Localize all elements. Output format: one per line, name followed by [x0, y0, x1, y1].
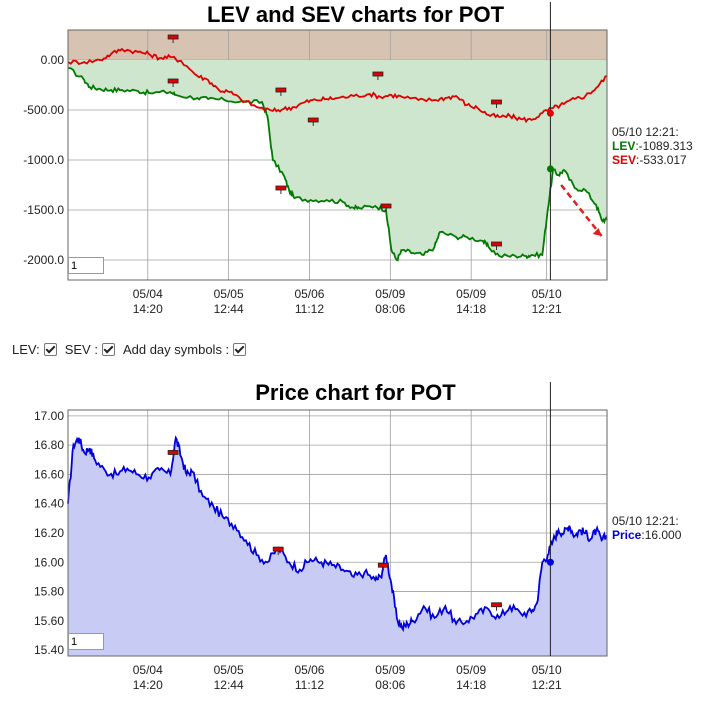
x-tick-time: 12:21 — [532, 302, 562, 316]
day-marker — [491, 241, 502, 247]
cursor-dot — [546, 558, 554, 566]
readout-lev-label: LEV — [612, 139, 636, 153]
day-marker — [372, 71, 384, 77]
sev-toggle-label: SEV : — [64, 342, 98, 357]
x-tick-date: 05/09 — [456, 663, 486, 677]
x-tick-time: 12:44 — [214, 302, 244, 316]
x-tick-date: 05/10 — [532, 663, 562, 677]
x-tick-time: 14:20 — [133, 302, 163, 316]
readout-price: Price:16.000 — [612, 528, 681, 542]
y-tick-label: -1000.0 — [23, 153, 64, 167]
y-tick-label: 16.40 — [34, 497, 64, 511]
x-tick-time: 14:18 — [456, 678, 486, 692]
y-tick-label: 16.20 — [34, 526, 64, 540]
chart-title-lev-sev: LEV and SEV charts for POT — [206, 2, 505, 27]
cursor-dot — [546, 109, 554, 117]
y-tick-label: 17.00 — [34, 409, 64, 423]
x-tick-time: 14:18 — [456, 302, 486, 316]
y-tick-label: 16.80 — [34, 438, 64, 452]
x-tick-time: 11:12 — [295, 678, 324, 692]
readout-lev-value: :-1089.313 — [635, 139, 693, 153]
x-tick-time: 08:06 — [375, 678, 405, 692]
x-tick-date: 05/05 — [214, 287, 244, 301]
y-tick-label: -1500.0 — [23, 203, 64, 217]
x-tick-date: 05/04 — [133, 663, 163, 677]
plot-border — [67, 409, 608, 657]
y-tick-label: 15.40 — [34, 643, 64, 657]
day-marker — [275, 87, 287, 93]
chart-controls: LEV: SEV : Add day symbols : — [12, 342, 250, 357]
day-marker — [167, 78, 179, 84]
x-tick-time: 14:20 — [133, 678, 163, 692]
x-tick-time: 08:06 — [375, 302, 405, 316]
y-tick-label: 15.80 — [34, 585, 64, 599]
price-zoom-input[interactable]: 1 — [68, 633, 104, 650]
lev-checkbox[interactable] — [43, 343, 57, 356]
price-chart[interactable]: 17.00 16.80 16.60 16.40 16.20 16.00 15.80 15.60… — [0, 382, 711, 704]
readout-lev: LEV:-1089.313 — [612, 139, 693, 153]
price-readout-time: 05/10 12:21: — [612, 514, 679, 528]
x-tick-date: 05/10 — [532, 287, 562, 301]
day-marker — [377, 562, 389, 568]
lev-sev-zoom-input[interactable]: 1 — [68, 257, 104, 274]
x-tick-date: 05/06 — [294, 663, 324, 677]
x-tick-date: 05/06 — [294, 287, 324, 301]
trend-arrow-head — [592, 228, 602, 236]
series-line-sev — [67, 47, 608, 124]
day-marker — [380, 203, 392, 209]
y-tick-label: 0.00 — [41, 53, 65, 67]
readout-time: 05/10 12:21: — [612, 125, 679, 139]
price-readout: 05/10 12:21: Price:16.000 — [612, 514, 681, 542]
x-tick-date: 05/09 — [375, 663, 405, 677]
y-tick-label: 16.60 — [34, 467, 64, 481]
day-symbols-checkbox[interactable] — [233, 343, 247, 356]
series-line-lev — [67, 67, 608, 262]
lev-sev-readout: 05/10 12:21: LEV:-1089.313 SEV:-533.017 — [612, 125, 693, 167]
x-tick-date: 05/09 — [456, 287, 486, 301]
x-tick-date: 05/09 — [375, 287, 405, 301]
series-area-lev — [68, 60, 607, 261]
y-tick-label: 15.60 — [34, 614, 64, 628]
trend-arrow — [560, 184, 603, 237]
x-tick-date: 05/04 — [133, 287, 163, 301]
day-marker — [275, 185, 287, 191]
y-tick-label: 16.00 — [34, 555, 64, 569]
readout-price-label: Price — [612, 528, 642, 542]
sev-area — [68, 30, 607, 60]
readout-sev-value: :-533.017 — [636, 153, 687, 167]
cursor-dot — [546, 165, 554, 173]
readout-sev: SEV:-533.017 — [612, 153, 693, 167]
y-tick-label: -2000.0 — [23, 253, 64, 267]
plot-border — [67, 29, 608, 281]
readout-sev-label: SEV — [612, 153, 637, 167]
day-marker — [167, 450, 179, 455]
x-tick-time: 12:21 — [532, 678, 562, 692]
day-marker — [491, 99, 502, 105]
readout-price-value: :16.000 — [641, 528, 682, 542]
series-line-price — [67, 435, 608, 633]
lev-toggle-label: LEV: — [12, 342, 40, 357]
series-area-price — [68, 437, 607, 656]
x-tick-time: 12:44 — [214, 678, 244, 692]
day-marker — [167, 34, 179, 40]
y-tick-label: -500.00 — [23, 103, 64, 117]
day-marker — [272, 546, 284, 552]
sev-checkbox[interactable] — [101, 343, 115, 356]
lev-sev-chart[interactable]: 0.00-500.00-1000.0-1500.0-2000.005/0414:… — [0, 0, 711, 320]
day-marker — [491, 602, 502, 608]
x-tick-date: 05/05 — [214, 663, 244, 677]
day-marker — [307, 117, 319, 123]
day-symbols-label: Add day symbols : — [122, 342, 230, 357]
x-tick-time: 11:12 — [295, 302, 324, 316]
chart-title-price: Price chart for POT — [255, 380, 456, 405]
